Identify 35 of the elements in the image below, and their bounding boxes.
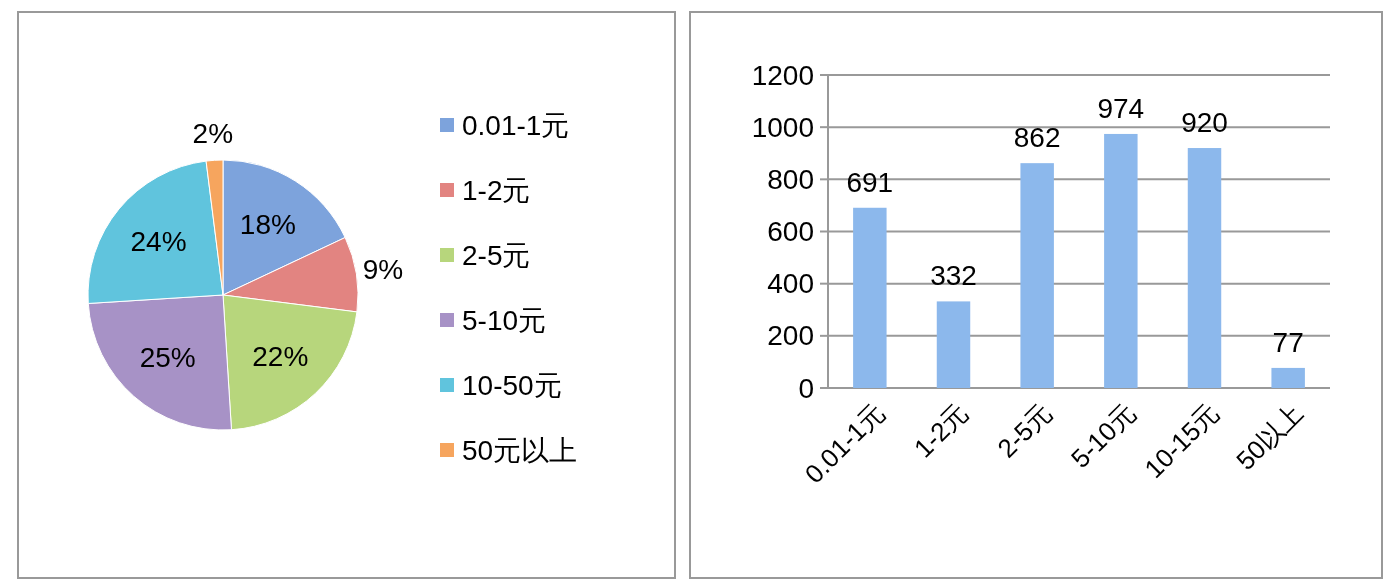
- y-tick-label: 1200: [751, 59, 814, 91]
- legend-label: 50元以上: [462, 434, 578, 466]
- data-label: 18%: [239, 208, 296, 240]
- x-tick-label: 50以上: [1230, 397, 1309, 476]
- x-tick-label: 5-10元: [1065, 397, 1142, 474]
- y-tick-label: 200: [767, 320, 814, 352]
- data-label: 24%: [130, 226, 187, 258]
- bar: [1187, 148, 1222, 388]
- bar: [853, 207, 887, 388]
- bar: [1104, 133, 1138, 388]
- x-tick-label: 2-5元: [991, 397, 1058, 464]
- bar: [1020, 163, 1054, 388]
- legend-label: 2-5元: [462, 239, 531, 271]
- data-label: 9%: [362, 254, 404, 286]
- y-tick-label: 400: [767, 268, 814, 300]
- legend-label: 5-10元: [462, 304, 547, 336]
- data-label: 2%: [192, 117, 234, 149]
- y-tick-label: 1000: [751, 111, 814, 143]
- data-label: 974: [1097, 92, 1145, 124]
- legend-label: 1-2元: [462, 174, 531, 206]
- bar: [1271, 367, 1305, 388]
- y-tick-label: 0: [798, 372, 814, 404]
- bar: [936, 301, 971, 388]
- x-tick-label: 1-2元: [907, 397, 975, 464]
- data-label: 332: [930, 260, 977, 292]
- legend-label: 10-50元: [462, 369, 562, 401]
- data-label: 920: [1181, 107, 1228, 139]
- y-tick-label: 800: [767, 163, 814, 195]
- data-label: 22%: [252, 340, 309, 372]
- data-label: 25%: [139, 342, 196, 374]
- data-label: 77: [1272, 326, 1304, 358]
- y-tick-label: 600: [767, 216, 814, 247]
- data-label: 862: [1013, 122, 1061, 154]
- legend-label: 0.01-1元: [462, 109, 570, 141]
- data-label: 691: [846, 166, 894, 198]
